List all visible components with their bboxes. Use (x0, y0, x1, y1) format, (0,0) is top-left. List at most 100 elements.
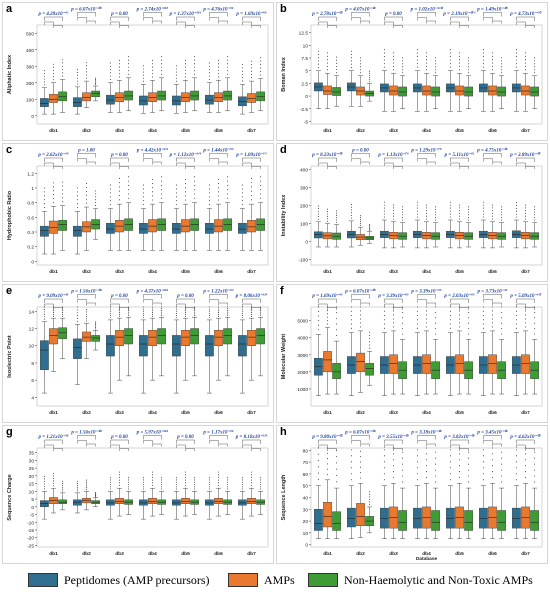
outlier-point (336, 312, 338, 314)
significance-bracket (77, 294, 96, 299)
outlier-point (326, 316, 329, 318)
box-body (398, 86, 407, 97)
outlier-point (184, 479, 187, 481)
significance-bracket (516, 444, 526, 448)
outlier-point (336, 329, 338, 331)
outlier-point (402, 469, 404, 471)
p-value-label: p = 8.10x10⁻¹³⁹ (235, 434, 268, 440)
outlier-point (227, 481, 229, 483)
p-value-label: p = 2.62x10⁻⁴⁵ (37, 152, 68, 158)
significance-bracket (459, 25, 469, 28)
panel-f: 1000 2000 3000 4000 5000 Molecular Weight db1 p… (276, 284, 548, 423)
outlier-point (184, 471, 187, 473)
p-value-label: p = 1.00 (77, 149, 95, 154)
p-value-label: p = 1.49x10⁻⁰⁸ (476, 7, 508, 13)
outlier-point (194, 184, 196, 187)
outlier-point (402, 69, 404, 71)
outlier-point (142, 315, 144, 317)
y-tick-label: 400 (26, 48, 34, 54)
y-tick-label: -2.5 (300, 107, 309, 113)
outlier-point (128, 56, 130, 58)
outlier-point (95, 199, 97, 201)
x-tick-label: db1 (323, 410, 332, 416)
outlier-point (326, 213, 329, 215)
p-value-label: p = 0.00 (176, 435, 194, 440)
outlier-point (524, 459, 527, 461)
outlier-point (118, 310, 121, 312)
y-tick-label: 60 (303, 472, 309, 478)
panel-d: -100 0 100 200 300 400 Instability Index db1 p =… (276, 143, 548, 282)
outlier-point (468, 463, 470, 465)
outlier-point (184, 178, 187, 181)
outlier-point (482, 455, 484, 457)
outlier-point (194, 488, 196, 490)
significance-bracket (110, 444, 120, 448)
significance-bracket (483, 294, 502, 299)
outlier-point (142, 481, 144, 483)
significance-bracket (143, 440, 153, 444)
x-tick-label: db3 (115, 269, 124, 275)
outlier-point (534, 69, 536, 71)
outlier-point (416, 314, 418, 317)
x-tick-label: db4 (148, 128, 157, 134)
outlier-point (425, 326, 428, 328)
y-tick-label: 20 (29, 474, 35, 480)
outlier-point (217, 191, 220, 193)
outlier-point (118, 313, 121, 316)
significance-bracket (242, 157, 261, 162)
outlier-point (359, 314, 362, 316)
outlier-point (76, 306, 78, 308)
outlier-point (76, 83, 78, 85)
significance-bracket (242, 439, 261, 444)
significance-bracket (77, 299, 87, 303)
p-value-label: p = 0.00 (351, 149, 369, 154)
outlier-point (458, 326, 461, 328)
outlier-point (482, 323, 484, 325)
outlier-point (369, 338, 371, 340)
x-tick-label: db5 (455, 128, 464, 134)
outlier-point (468, 60, 470, 62)
outlier-point (109, 196, 111, 198)
p-value-label: p = 4.73x10⁻⁴⁰ (509, 11, 541, 17)
outlier-point (43, 318, 45, 320)
outlier-point (359, 60, 362, 62)
outlier-point (515, 327, 517, 329)
outlier-point (217, 482, 220, 484)
outlier-point (350, 217, 352, 219)
outlier-point (62, 72, 64, 74)
outlier-point (95, 321, 97, 323)
p-value-label: p = 4.62x10⁻⁰² (509, 434, 541, 440)
outlier-point (383, 461, 385, 463)
outlier-point (515, 310, 517, 312)
outlier-point (435, 328, 437, 330)
outlier-point (317, 218, 319, 220)
significance-bracket (209, 435, 228, 440)
outlier-point (435, 206, 437, 208)
significance-bracket (384, 157, 403, 162)
significance-bracket (176, 157, 195, 162)
outlier-point (76, 69, 78, 71)
box-body (124, 90, 133, 101)
legend-label: Peptidomes (AMP precursors) (64, 572, 210, 587)
outlier-point (416, 49, 418, 51)
outlier-point (194, 176, 196, 178)
outlier-point (392, 65, 395, 68)
outlier-point (501, 206, 503, 208)
outlier-point (52, 477, 55, 479)
box-body (181, 330, 190, 346)
outlier-point (350, 310, 352, 312)
outlier-point (435, 63, 437, 65)
outlier-point (482, 473, 484, 475)
outlier-point (482, 461, 484, 463)
y-tick-label: 10 (303, 531, 309, 537)
y-tick-label: 4 (31, 395, 34, 401)
box-body (49, 220, 58, 234)
p-value-label: p = 3.45x10⁻⁰¹ (476, 430, 508, 436)
box-body (223, 328, 232, 345)
outlier-point (425, 453, 428, 455)
outlier-point (416, 319, 418, 321)
outlier-point (435, 214, 437, 216)
outlier-point (468, 208, 470, 211)
outlier-point (43, 187, 45, 189)
box-body (73, 97, 82, 107)
